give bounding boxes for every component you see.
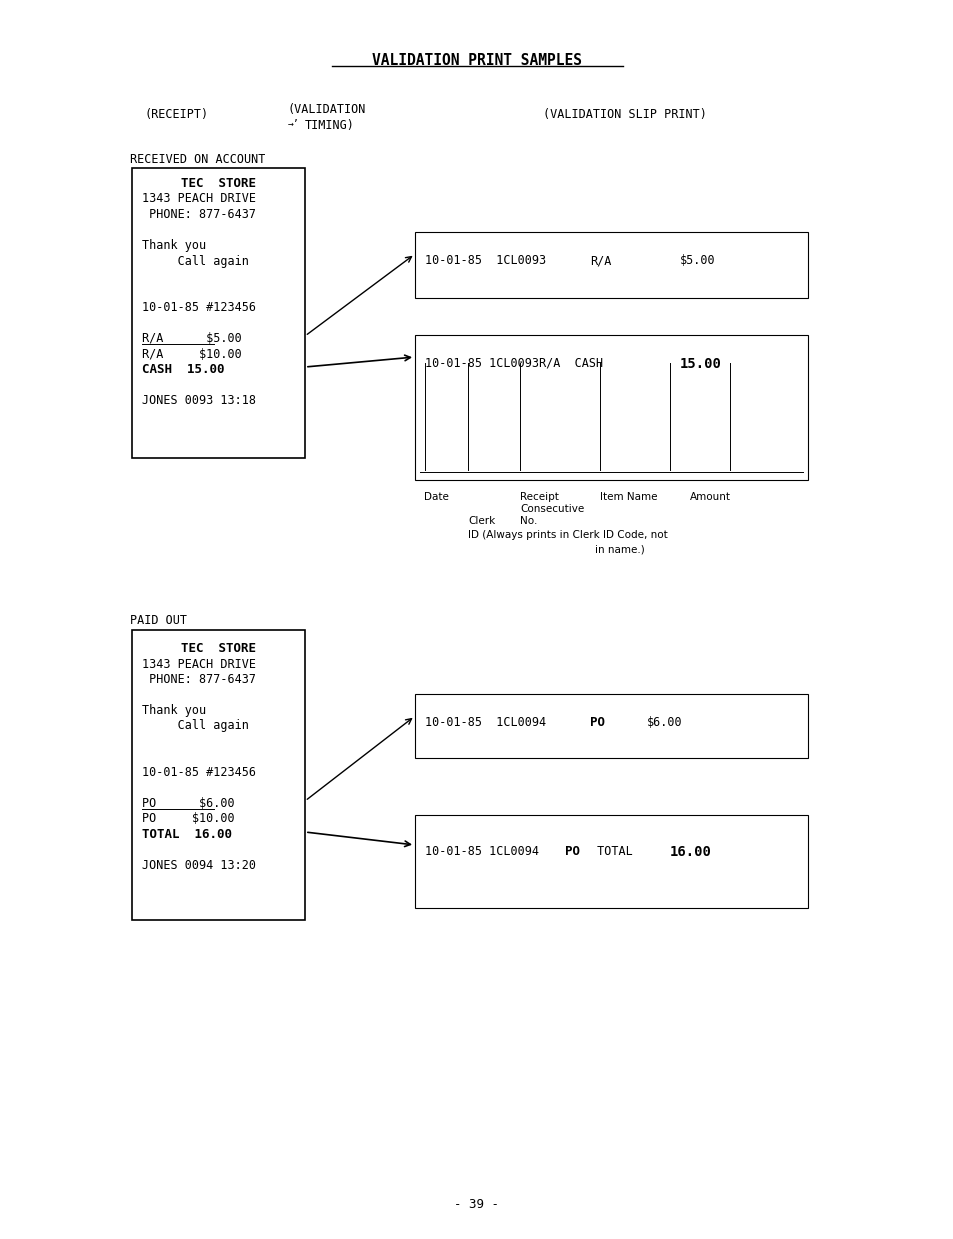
Text: CASH  15.00: CASH 15.00 bbox=[142, 363, 224, 375]
Text: 1343 PEACH DRIVE: 1343 PEACH DRIVE bbox=[142, 658, 255, 670]
Text: 15.00: 15.00 bbox=[679, 357, 721, 370]
Text: R/A     $10.00: R/A $10.00 bbox=[142, 347, 241, 361]
Text: Call again: Call again bbox=[142, 254, 249, 268]
Text: Thank you: Thank you bbox=[142, 239, 206, 252]
Text: (RECEIPT): (RECEIPT) bbox=[145, 108, 209, 121]
Text: (VALIDATION: (VALIDATION bbox=[288, 103, 366, 116]
Text: →’: →’ bbox=[288, 119, 299, 129]
Text: JONES 0094 13:20: JONES 0094 13:20 bbox=[142, 859, 255, 872]
Text: 1343 PEACH DRIVE: 1343 PEACH DRIVE bbox=[142, 192, 255, 206]
Text: TEC  STORE: TEC STORE bbox=[181, 642, 255, 655]
Text: 10-01-85 #123456: 10-01-85 #123456 bbox=[142, 766, 255, 779]
Bar bbox=[132, 629, 305, 921]
Bar bbox=[415, 232, 807, 299]
Text: Receipt: Receipt bbox=[519, 492, 558, 502]
Text: VALIDATION PRINT SAMPLES: VALIDATION PRINT SAMPLES bbox=[372, 53, 581, 68]
Text: Thank you: Thank you bbox=[142, 704, 206, 717]
Bar bbox=[132, 169, 305, 458]
Text: 10-01-85 1CL0094: 10-01-85 1CL0094 bbox=[424, 845, 538, 857]
Text: $5.00: $5.00 bbox=[679, 254, 715, 266]
Text: Consecutive: Consecutive bbox=[519, 504, 583, 514]
Text: Call again: Call again bbox=[142, 720, 249, 732]
Text: 10-01-85  1CL0093: 10-01-85 1CL0093 bbox=[424, 254, 545, 266]
Text: TEC  STORE: TEC STORE bbox=[181, 177, 255, 190]
Text: PO: PO bbox=[564, 845, 579, 857]
Text: PO      $6.00: PO $6.00 bbox=[142, 797, 234, 810]
Text: PO: PO bbox=[589, 716, 604, 729]
Text: - 39 -: - 39 - bbox=[454, 1198, 499, 1211]
Text: PHONE: 877-6437: PHONE: 877-6437 bbox=[142, 673, 255, 686]
Text: Amount: Amount bbox=[689, 492, 730, 502]
Text: PO     $10.00: PO $10.00 bbox=[142, 813, 234, 825]
Text: Date: Date bbox=[423, 492, 449, 502]
Text: Item Name: Item Name bbox=[599, 492, 657, 502]
Text: TOTAL: TOTAL bbox=[589, 845, 639, 857]
Text: No.: No. bbox=[519, 515, 537, 527]
Text: $6.00: $6.00 bbox=[646, 716, 682, 729]
Bar bbox=[415, 694, 807, 758]
Text: 10-01-85  1CL0094: 10-01-85 1CL0094 bbox=[424, 716, 545, 729]
Text: R/A: R/A bbox=[589, 254, 611, 266]
Text: (VALIDATION SLIP PRINT): (VALIDATION SLIP PRINT) bbox=[542, 108, 706, 121]
Text: TOTAL  16.00: TOTAL 16.00 bbox=[142, 828, 232, 841]
Text: PHONE: 877-6437: PHONE: 877-6437 bbox=[142, 208, 255, 221]
Text: R/A      $5.00: R/A $5.00 bbox=[142, 332, 241, 344]
Bar bbox=[415, 815, 807, 908]
Text: Clerk: Clerk bbox=[468, 515, 495, 527]
Text: PAID OUT: PAID OUT bbox=[130, 615, 187, 627]
Text: JONES 0093 13:18: JONES 0093 13:18 bbox=[142, 394, 255, 406]
Text: 10-01-85 #123456: 10-01-85 #123456 bbox=[142, 301, 255, 313]
Text: in name.): in name.) bbox=[595, 544, 644, 554]
Text: 10-01-85 1CL0093R/A  CASH: 10-01-85 1CL0093R/A CASH bbox=[424, 357, 617, 370]
Text: RECEIVED ON ACCOUNT: RECEIVED ON ACCOUNT bbox=[130, 152, 265, 166]
Text: ID (Always prints in Clerk ID Code, not: ID (Always prints in Clerk ID Code, not bbox=[468, 530, 667, 540]
Bar bbox=[415, 335, 807, 479]
Text: TIMING): TIMING) bbox=[305, 119, 355, 133]
Text: 16.00: 16.00 bbox=[669, 845, 711, 859]
